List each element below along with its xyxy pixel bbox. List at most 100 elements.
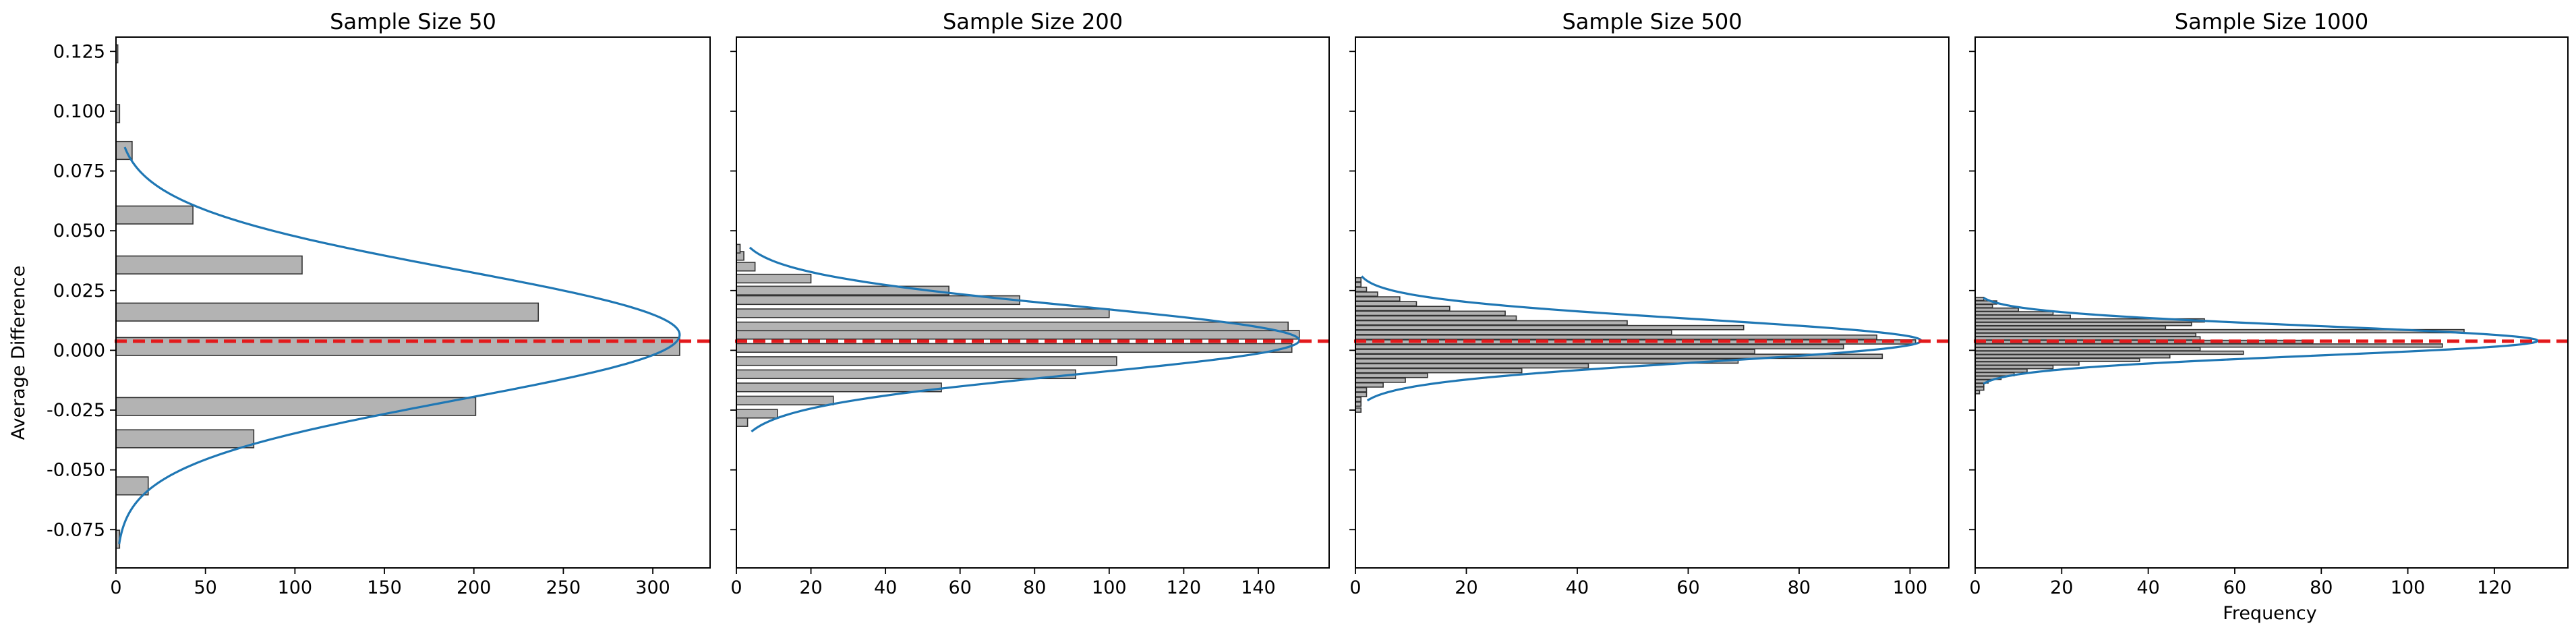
histogram-bar — [736, 273, 812, 284]
histogram-bar — [1355, 377, 1406, 383]
x-tick-label: 100 — [278, 577, 313, 598]
y-tick-label: 0.025 — [53, 281, 105, 301]
histogram-bar — [116, 44, 119, 63]
histogram-bar — [1355, 277, 1362, 283]
x-tick-label: 0 — [1969, 577, 1981, 598]
subplot-4: Sample Size 1000 0 20 40 60 80 100 120 — [1969, 9, 2572, 598]
histogram-bar — [1355, 363, 1589, 369]
histogram-bar — [1355, 315, 1517, 321]
x-tick-label: 40 — [874, 577, 897, 598]
histogram-bar — [1355, 407, 1362, 413]
histogram-bar — [1355, 329, 1672, 335]
x-tick-label: 120 — [2477, 577, 2512, 598]
histogram-bar — [1975, 325, 2167, 330]
x-tick-label: 80 — [1788, 577, 1811, 598]
histogram-bar — [736, 308, 1110, 318]
x-tick-label: 300 — [635, 577, 670, 598]
axes-frame — [1355, 36, 1950, 569]
histogram-bar — [736, 395, 834, 406]
histogram-bar — [1975, 368, 2028, 373]
histogram-bar — [1355, 358, 1739, 364]
x-tick-label: 0 — [110, 577, 121, 598]
histogram-bar — [1975, 386, 1985, 391]
subplot-title: Sample Size 50 — [330, 9, 496, 34]
histogram-bar — [1975, 311, 2054, 316]
histogram-bar — [1355, 287, 1368, 292]
y-tick-label: 0.075 — [53, 161, 105, 182]
histogram-bar — [1355, 320, 1628, 326]
normal-fit-curve — [1983, 297, 2539, 385]
histogram-bar — [736, 285, 949, 295]
plot-area — [1355, 275, 1923, 413]
x-tick-label: 250 — [546, 577, 581, 598]
histogram-bar — [1355, 392, 1368, 397]
x-tick-label: 0 — [1349, 577, 1361, 598]
histogram-bar — [736, 343, 1293, 353]
x-tick-label: 200 — [457, 577, 492, 598]
histogram-bar — [116, 429, 255, 449]
x-tick-label: 60 — [1676, 577, 1699, 598]
histogram-bar — [1355, 344, 1844, 349]
histogram-bar — [1355, 401, 1362, 407]
x-tick-label: 40 — [1566, 577, 1589, 598]
y-tick-label: -0.075 — [47, 519, 105, 540]
histogram-bar — [736, 369, 1076, 380]
x-tick-label: 50 — [194, 577, 217, 598]
histogram-bar — [1355, 301, 1417, 307]
histogram-bar — [116, 302, 539, 322]
x-tick-label: 100 — [2391, 577, 2426, 598]
subplot-title: Sample Size 200 — [943, 9, 1123, 34]
x-tick-label: 150 — [367, 577, 402, 598]
y-tick-label: -0.050 — [47, 460, 105, 481]
y-tick-label: 0.125 — [53, 41, 105, 62]
x-tick-label: 40 — [2136, 577, 2159, 598]
x-tick-label: 60 — [949, 577, 972, 598]
histogram-bar — [1975, 328, 2465, 334]
histogram-bar — [736, 243, 741, 254]
x-tick-label: 140 — [1241, 577, 1276, 598]
histogram-bar — [1975, 382, 1985, 387]
histogram-bar — [1355, 349, 1755, 355]
x-tick-label: 80 — [1023, 577, 1046, 598]
x-tick-label: 100 — [1893, 577, 1928, 598]
y-tick-label: 0.100 — [53, 101, 105, 122]
histogram-bar — [1975, 304, 1993, 309]
histogram-bar — [736, 262, 756, 272]
y-tick-label: 0.000 — [53, 340, 105, 361]
histogram-bar — [1975, 361, 2080, 366]
histogram-bar — [1975, 357, 2140, 362]
normal-fit-curve — [1361, 275, 1923, 402]
histogram-bar — [116, 205, 194, 225]
histogram-bar — [736, 409, 778, 419]
subplot-3: Sample Size 500 0 20 40 60 80 100 — [1349, 9, 1953, 598]
y-axis-label: Average Difference — [8, 266, 29, 440]
x-tick-label: 20 — [2050, 577, 2073, 598]
subplot-title: Sample Size 1000 — [2175, 9, 2368, 34]
subplot-2: Sample Size 200 0 20 40 60 80 100 120 140 — [730, 9, 1333, 598]
x-tick-label: 20 — [1455, 577, 1477, 598]
histogram-bar — [1975, 336, 2201, 341]
plot-area — [116, 44, 681, 549]
y-tick-label: -0.025 — [47, 400, 105, 421]
histogram-bar — [736, 330, 1300, 340]
x-tick-label: 60 — [2223, 577, 2246, 598]
histogram-bar — [1975, 307, 2019, 312]
histogram-bar — [1975, 365, 2054, 370]
histogram-bar — [1355, 291, 1378, 297]
histogram-bar — [1355, 353, 1883, 359]
histogram-bar — [736, 417, 749, 427]
axes-frame — [1974, 36, 2569, 569]
histogram-bar — [1975, 314, 2071, 319]
normal-fit-curve — [749, 246, 1301, 433]
histogram-bar — [736, 382, 942, 393]
histogram-bar — [1355, 372, 1428, 378]
histogram-bar — [116, 255, 303, 275]
histogram-bar — [1975, 350, 2244, 355]
histogram-bar — [1975, 354, 2171, 359]
x-tick-label: 120 — [1167, 577, 1202, 598]
x-tick-label: 0 — [730, 577, 742, 598]
histogram-bar — [116, 104, 121, 123]
histogram-bar — [1355, 282, 1362, 287]
histogram-bar — [1355, 335, 1877, 340]
